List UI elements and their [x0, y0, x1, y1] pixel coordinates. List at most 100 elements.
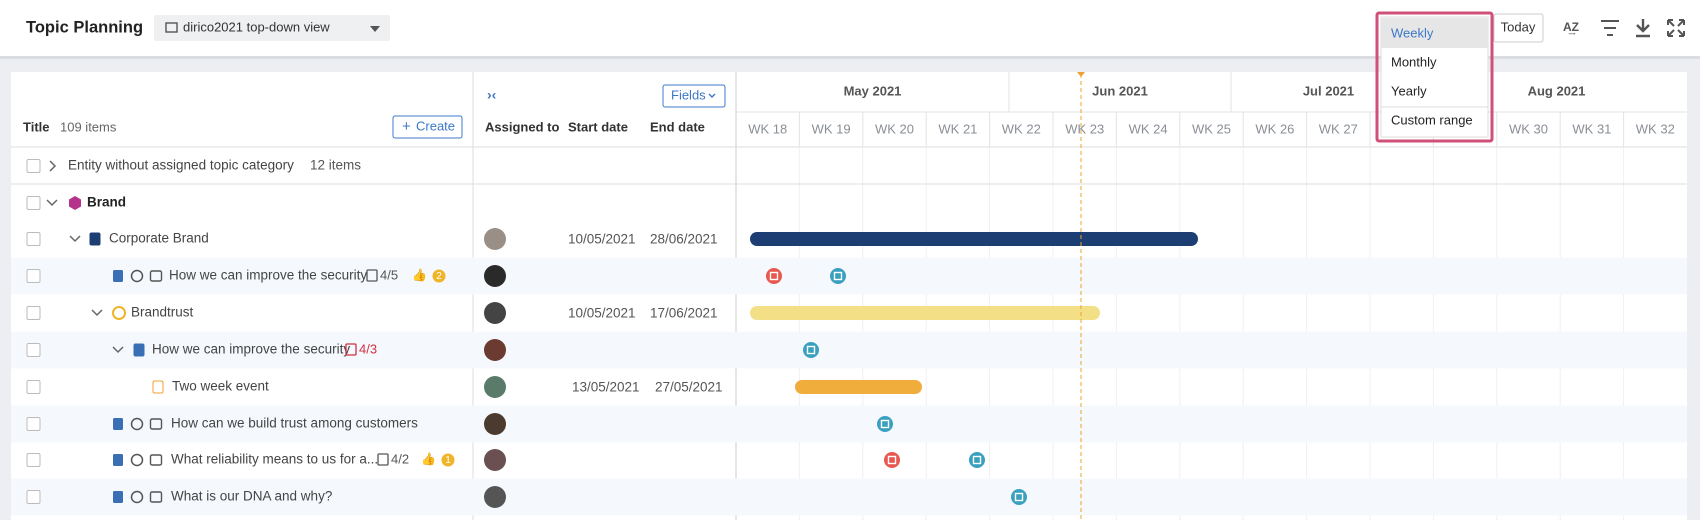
vote-badge: [432, 269, 446, 283]
row-checkbox[interactable]: [26, 380, 41, 394]
channel-icon: [130, 269, 144, 283]
assignee-avatar[interactable]: [484, 228, 506, 250]
milestone[interactable]: [803, 342, 819, 358]
row-checkbox[interactable]: [26, 453, 41, 467]
week-label: WK 22: [1002, 121, 1041, 136]
row-checkbox[interactable]: [26, 269, 41, 283]
row-title[interactable]: How can we build trust among customers: [171, 416, 418, 431]
week-label: WK 31: [1572, 121, 1611, 136]
row-title[interactable]: How we can improve the security: [152, 342, 350, 357]
fullscreen-icon[interactable]: [1667, 19, 1685, 37]
task-icon: [345, 343, 357, 356]
today-marker: [1077, 72, 1085, 77]
row-title[interactable]: Brandtrust: [131, 305, 194, 320]
row-checkbox[interactable]: [26, 306, 41, 320]
filter-icon[interactable]: [1601, 20, 1619, 36]
assignee-avatar[interactable]: [484, 339, 506, 361]
row-background: [11, 257, 1687, 295]
task-count: 4/5: [380, 267, 398, 282]
vote-count: 2: [436, 271, 442, 282]
gantt-bar[interactable]: [750, 232, 1198, 246]
gantt-bar[interactable]: [750, 306, 1100, 320]
row-checkbox[interactable]: [26, 343, 41, 357]
milestone[interactable]: [1011, 489, 1027, 505]
range-option[interactable]: Weekly: [1391, 25, 1434, 40]
start-date: 10/05/2021: [568, 232, 636, 247]
milestone[interactable]: [877, 416, 893, 432]
view-selector[interactable]: [154, 15, 390, 41]
row-title[interactable]: What is our DNA and why?: [171, 489, 332, 504]
channel-icon: [130, 417, 144, 431]
month-label: Aug 2021: [1528, 83, 1586, 98]
row-checkbox[interactable]: [26, 490, 41, 504]
create-plus: +: [402, 118, 411, 135]
row-title[interactable]: Corporate Brand: [109, 231, 209, 246]
range-menu-border: [1375, 11, 1494, 143]
month-label: May 2021: [844, 83, 902, 98]
channel-icon: [130, 490, 144, 504]
expand-chevron[interactable]: [91, 309, 103, 317]
today-button[interactable]: [1493, 13, 1544, 43]
row-background: [11, 331, 1687, 369]
type-icon: [113, 454, 123, 466]
task-count: 4/3: [359, 341, 377, 356]
row-background: [11, 405, 1687, 443]
row-title[interactable]: What reliability means to us for a...: [171, 452, 378, 467]
channel-icon: [130, 453, 144, 467]
assignee-avatar[interactable]: [484, 449, 506, 471]
vote-icon: 👍: [421, 452, 436, 466]
row-checkbox[interactable]: [26, 232, 41, 246]
download-icon[interactable]: [1636, 19, 1650, 38]
expand-chevron[interactable]: [69, 235, 81, 243]
column-header: Start date: [568, 119, 628, 134]
column-header: Assigned to: [485, 119, 559, 134]
row-title[interactable]: Brand: [87, 195, 126, 210]
start-date: 13/05/2021: [572, 380, 640, 395]
row-title[interactable]: How we can improve the security: [169, 268, 367, 283]
assignee-avatar[interactable]: [484, 376, 506, 398]
month-label: Jun 2021: [1092, 83, 1148, 98]
assignee-avatar[interactable]: [484, 265, 506, 287]
week-label: WK 32: [1636, 121, 1675, 136]
milestone[interactable]: [969, 452, 985, 468]
task-count: 4/2: [391, 451, 409, 466]
fields-button[interactable]: [662, 84, 726, 108]
milestone[interactable]: [884, 452, 900, 468]
collapse-icon[interactable]: ›‹: [487, 87, 497, 103]
row-checkbox[interactable]: [26, 159, 41, 173]
end-date: 27/05/2021: [655, 380, 723, 395]
assignee-avatar[interactable]: [484, 486, 506, 508]
row-background: [11, 478, 1687, 516]
assignee-avatar[interactable]: [484, 302, 506, 324]
assignee-avatar[interactable]: [484, 413, 506, 435]
start-date: 10/05/2021: [568, 306, 636, 321]
expand-chevron[interactable]: [49, 160, 57, 172]
type-icon: [113, 418, 123, 430]
row-title[interactable]: Entity without assigned topic category: [68, 158, 294, 173]
column-header: End date: [650, 119, 705, 134]
range-option[interactable]: Custom range: [1391, 112, 1473, 127]
range-option[interactable]: Yearly: [1391, 83, 1427, 98]
row-title[interactable]: Two week event: [172, 379, 269, 394]
gantt-bar[interactable]: [795, 380, 922, 394]
range-option[interactable]: Monthly: [1391, 54, 1437, 69]
media-icon: [149, 491, 163, 503]
expand-chevron[interactable]: [46, 199, 58, 207]
milestone[interactable]: [830, 268, 846, 284]
view-name: dirico2021 top-down view: [183, 19, 330, 34]
row-checkbox[interactable]: [26, 417, 41, 431]
week-label: WK 19: [812, 121, 851, 136]
milestone-icon: [1014, 492, 1024, 502]
milestone-icon: [769, 271, 779, 281]
row-checkbox[interactable]: [26, 196, 41, 210]
milestone-icon: [887, 455, 897, 465]
end-date: 17/06/2021: [650, 306, 718, 321]
expand-chevron[interactable]: [112, 346, 124, 354]
create-button[interactable]: [392, 115, 463, 139]
milestone[interactable]: [766, 268, 782, 284]
sort-icon[interactable]: A͢Z: [1563, 20, 1579, 36]
type-icon: [113, 270, 123, 282]
milestone-icon: [806, 345, 816, 355]
media-icon: [149, 270, 163, 282]
